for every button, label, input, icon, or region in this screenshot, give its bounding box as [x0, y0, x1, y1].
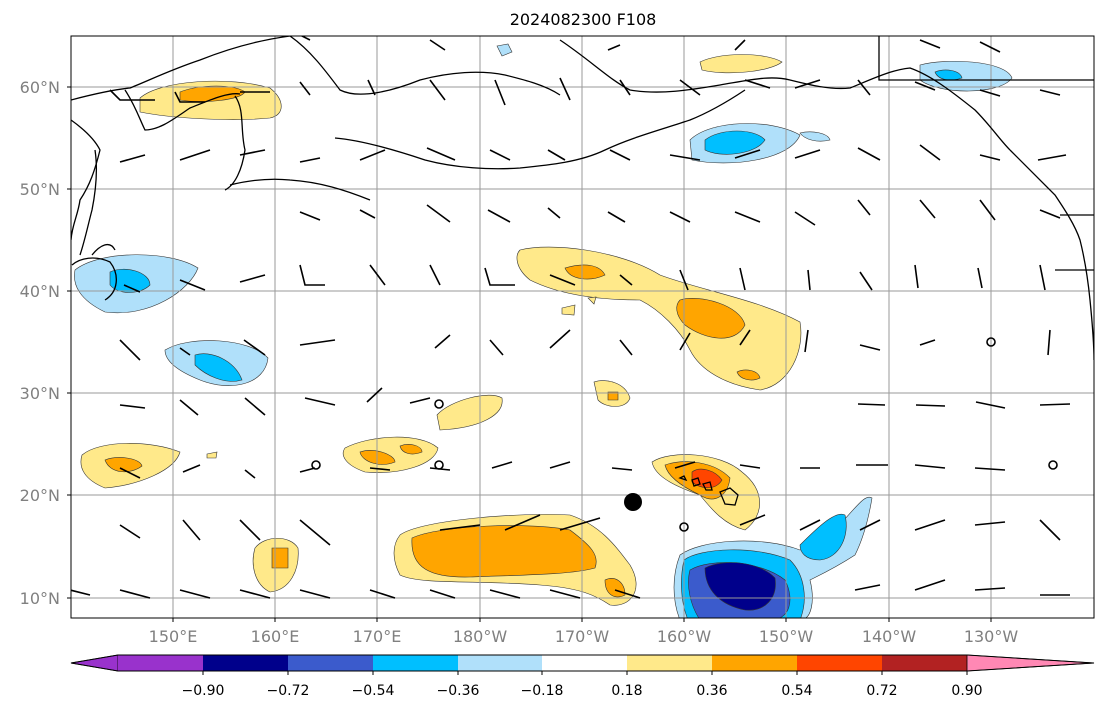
colorbar-ticks	[202, 671, 968, 675]
colorbar-segment	[288, 655, 373, 671]
lat-label: 60°N	[20, 78, 60, 97]
negative-anomaly-region	[799, 131, 831, 142]
positive-anomaly-region	[411, 525, 597, 578]
lon-label: 150°W	[759, 627, 814, 646]
lat-label: 50°N	[20, 180, 60, 199]
lat-label: 10°N	[20, 589, 60, 608]
lon-label: 170°E	[353, 627, 402, 646]
location-marker	[624, 493, 642, 511]
colorbar-tick-label: 0.90	[951, 683, 982, 699]
lon-label: 140°W	[862, 627, 917, 646]
lon-label: 180°W	[453, 627, 508, 646]
positive-anomaly-region	[561, 304, 576, 316]
japan-coastline	[71, 243, 117, 301]
bering-coastline	[289, 36, 561, 96]
colorbar-segment	[542, 655, 627, 671]
colorbar-outline	[70, 654, 1095, 672]
lon-label: 160°E	[251, 627, 300, 646]
colorbar-segment	[712, 655, 797, 671]
colorbar-extend-low	[70, 654, 119, 672]
colorbar-extend-high	[966, 654, 1095, 672]
axis-ticks	[67, 86, 992, 622]
positive-anomaly-region	[676, 298, 746, 339]
colorbar-tick-label: −0.54	[352, 683, 395, 699]
positive-anomaly-region	[436, 394, 503, 431]
lat-label: 20°N	[20, 486, 60, 505]
colorbar-segment	[882, 655, 967, 671]
colorbar-tick-label: 0.54	[781, 683, 812, 699]
longitude-labels: 150°E 160°E 170°E 180°W 170°W 160°W 150°…	[149, 627, 1019, 646]
kuril-islands	[229, 178, 371, 201]
nw-america-coastline	[1009, 149, 1094, 361]
positive-anomaly-region	[699, 54, 783, 74]
colorbar-tick-label: 0.36	[696, 683, 727, 699]
negative-anomaly-region	[919, 60, 1013, 92]
map-panel: 60°N 50°N 40°N 30°N 20°N 10°N 150°E 160°…	[20, 35, 1095, 646]
aleutian-islands	[334, 89, 746, 170]
colorbar-tick-label: −0.72	[267, 683, 310, 699]
latitude-labels: 60°N 50°N 40°N 30°N 20°N 10°N	[20, 78, 60, 608]
lon-label: 130°W	[964, 627, 1019, 646]
colorbar-segment	[118, 655, 203, 671]
colorbar-segment	[373, 655, 458, 671]
positive-anomaly-region	[399, 444, 423, 455]
lat-label: 40°N	[20, 282, 60, 301]
alaska-coastline	[559, 39, 1011, 151]
asia-coastline	[71, 36, 291, 241]
positive-anomaly-region	[607, 391, 619, 401]
us-border	[1055, 214, 1094, 271]
kamchatka-coastline	[224, 95, 246, 191]
wind-barbs	[71, 36, 1071, 599]
colorbar: −0.90 −0.72 −0.54 −0.36 −0.18 0.18 0.36 …	[70, 654, 1095, 699]
calm-circles	[311, 337, 1058, 532]
colorbar-tick-label: 0.72	[866, 683, 897, 699]
positive-anomaly-region	[206, 451, 218, 459]
lon-label: 170°W	[555, 627, 610, 646]
graticule	[71, 36, 1094, 618]
negative-anomaly-region	[799, 513, 847, 561]
lat-label: 30°N	[20, 384, 60, 403]
negative-anomaly-region	[934, 69, 963, 81]
colorbar-tick-label: −0.18	[521, 683, 564, 699]
negative-anomaly-region	[194, 353, 243, 382]
okhotsk-coastline	[124, 89, 241, 131]
anomaly-fills	[74, 43, 1013, 618]
positive-anomaly-region	[271, 547, 289, 569]
colorbar-tick-label: −0.36	[437, 683, 480, 699]
positive-anomaly-region	[587, 296, 597, 305]
positive-anomaly-region	[516, 246, 802, 391]
negative-anomaly-region	[109, 268, 151, 293]
positive-anomaly-region	[564, 264, 606, 280]
coastlines	[71, 36, 1094, 506]
colorbar-tick-label: −0.90	[182, 683, 225, 699]
colorbar-tick-label: 0.18	[611, 683, 642, 699]
lon-label: 160°W	[657, 627, 712, 646]
colorbar-segment	[458, 655, 542, 671]
negative-anomaly-region	[496, 43, 513, 57]
colorbar-segment	[627, 655, 712, 671]
positive-anomaly-region	[736, 369, 761, 381]
positive-anomaly-region	[104, 457, 143, 473]
colorbar-segment	[203, 655, 288, 671]
canada-border	[878, 36, 1094, 81]
sakhalin-coastline	[79, 149, 98, 256]
colorbar-segment	[797, 655, 882, 671]
negative-anomaly-region	[704, 130, 766, 155]
map-title: 2024082300 F108	[510, 10, 657, 29]
lon-label: 150°E	[149, 627, 198, 646]
hawaii-islands	[678, 475, 739, 506]
